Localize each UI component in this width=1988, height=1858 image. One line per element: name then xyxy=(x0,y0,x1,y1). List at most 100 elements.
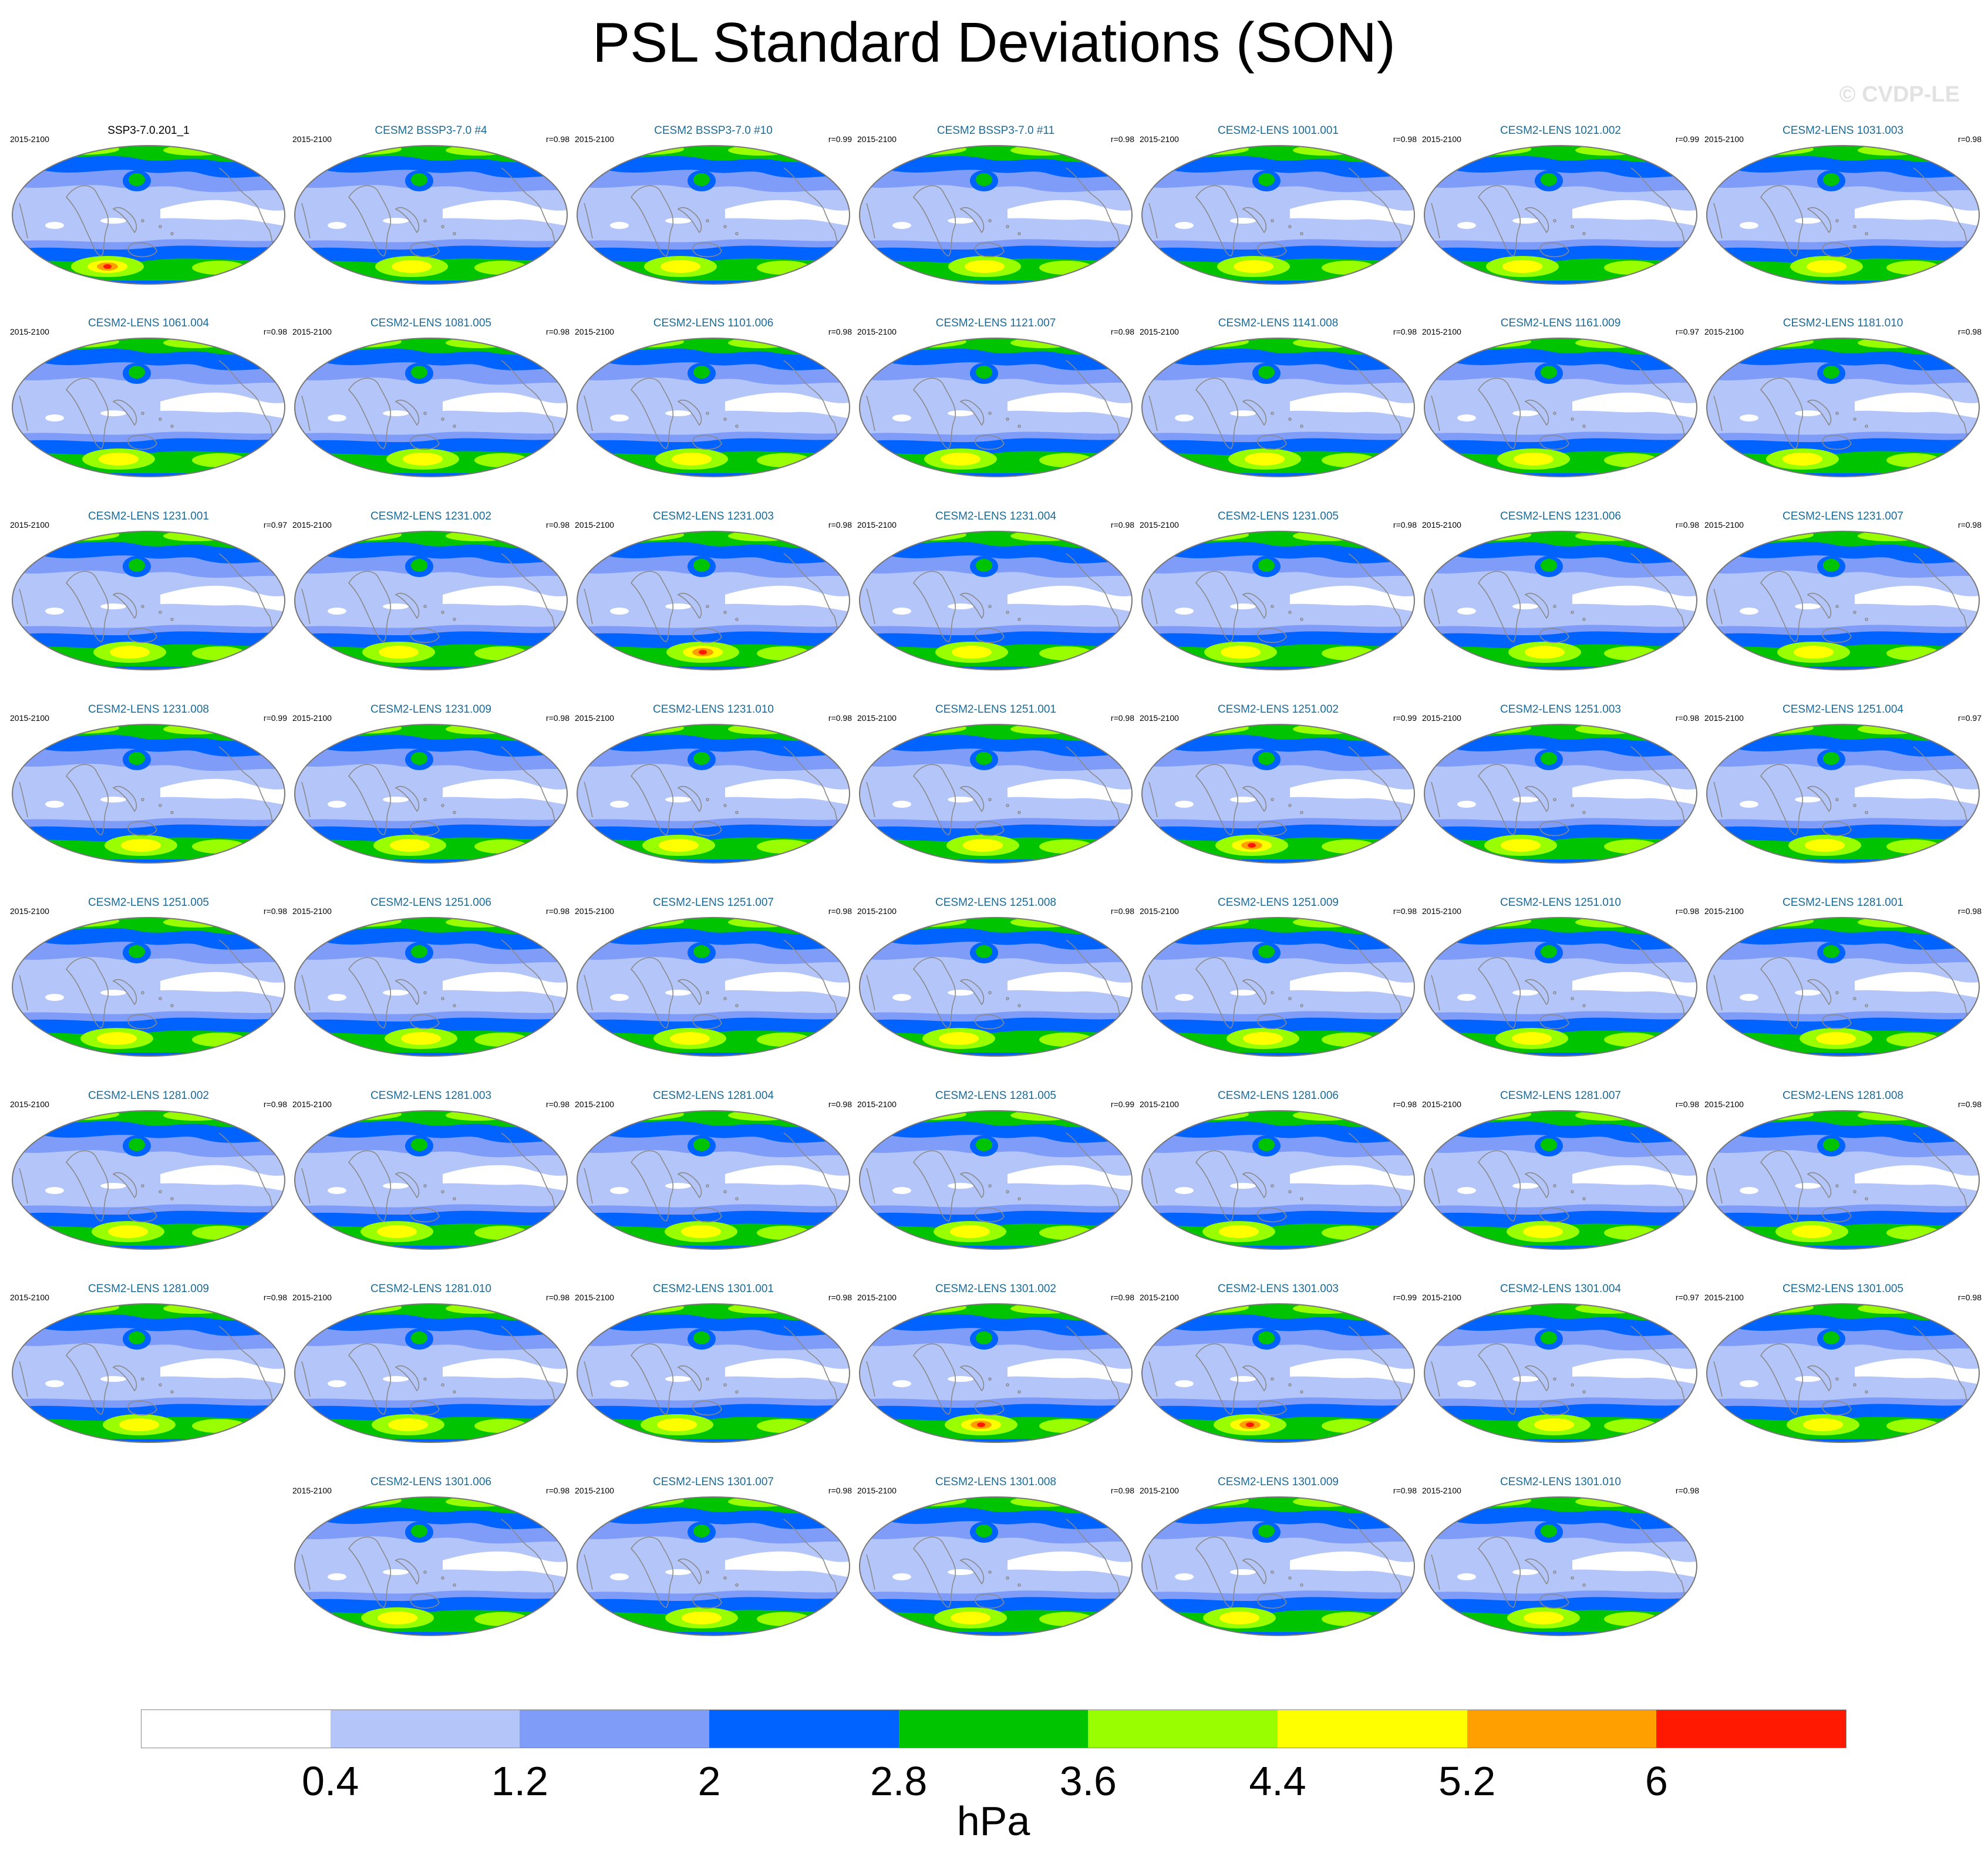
panel-title: CESM2-LENS 1251.005 xyxy=(88,896,209,909)
panel-title: CESM2-LENS 1121.007 xyxy=(936,317,1056,329)
colorbar-swatch xyxy=(1278,1709,1468,1748)
panel-period: 2015-2100 xyxy=(1140,1293,1179,1302)
panel-period: 2015-2100 xyxy=(292,713,332,723)
panel-pattern-correlation: r=0.98 xyxy=(828,520,852,530)
panel-pattern-correlation: r=0.98 xyxy=(1111,520,1134,530)
panel-title: CESM2-LENS 1301.002 xyxy=(935,1283,1056,1295)
panel-title: CESM2-LENS 1281.007 xyxy=(1500,1090,1621,1102)
panel-title: CESM2-LENS 1281.008 xyxy=(1783,1090,1903,1102)
colorbar-tick-label: 4.4 xyxy=(1249,1758,1306,1804)
panel-period: 2015-2100 xyxy=(10,1293,49,1302)
panel-period: 2015-2100 xyxy=(857,1100,897,1109)
globe-map xyxy=(295,724,567,863)
panel-title: CESM2-LENS 1301.007 xyxy=(653,1476,774,1488)
globe-map xyxy=(1424,724,1697,863)
panel-period: 2015-2100 xyxy=(10,327,49,336)
panel-title: CESM2-LENS 1231.009 xyxy=(370,703,491,716)
colorbar-tick-label: 2 xyxy=(698,1758,721,1804)
globe-map xyxy=(1142,918,1414,1056)
map-panel: 2015-2100 CESM2-LENS 1251.006 r=0.98 xyxy=(292,896,570,1057)
panel-title: CESM2-LENS 1231.003 xyxy=(653,510,774,522)
panel-pattern-correlation: r=0.98 xyxy=(1958,1293,1982,1302)
panel-title: CESM2-LENS 1141.008 xyxy=(1218,317,1339,329)
colorbar-swatch xyxy=(1467,1709,1657,1748)
panel-title: CESM2-LENS 1231.001 xyxy=(88,510,209,522)
panel-pattern-correlation: r=0.98 xyxy=(828,1100,852,1109)
panel-period: 2015-2100 xyxy=(10,1100,49,1109)
map-panel: 2015-2100 CESM2 BSSP3-7.0 #11 r=0.98 xyxy=(857,124,1134,285)
panel-title: CESM2-LENS 1301.003 xyxy=(1218,1283,1339,1295)
panel-title: CESM2-LENS 1251.008 xyxy=(935,896,1056,909)
panel-pattern-correlation: r=0.98 xyxy=(546,713,570,723)
panel-title: CESM2-LENS 1281.001 xyxy=(1783,896,1903,909)
panel-period: 2015-2100 xyxy=(575,1293,614,1302)
colorbar-swatch xyxy=(520,1709,710,1748)
globe-map xyxy=(860,918,1132,1056)
panel-pattern-correlation: r=0.98 xyxy=(1111,327,1134,336)
panel-pattern-correlation: r=0.98 xyxy=(1676,713,1699,723)
panel-period: 2015-2100 xyxy=(1422,1293,1461,1302)
panel-title: CESM2-LENS 1281.003 xyxy=(370,1090,491,1102)
map-panel: 2015-2100 CESM2-LENS 1281.003 r=0.98 xyxy=(292,1090,570,1250)
globe-map xyxy=(860,1111,1132,1249)
panel-title: CESM2-LENS 1301.008 xyxy=(935,1476,1056,1488)
panel-pattern-correlation: r=0.99 xyxy=(828,134,852,144)
map-panel: 2015-2100 CESM2-LENS 1001.001 r=0.98 xyxy=(1140,124,1417,285)
panel-period: 2015-2100 xyxy=(1704,327,1744,336)
map-panel: 2015-2100 CESM2-LENS 1231.001 r=0.97 xyxy=(10,510,287,670)
panel-title: CESM2-LENS 1231.006 xyxy=(1500,510,1621,522)
map-panel: 2015-2100 CESM2-LENS 1231.003 r=0.98 xyxy=(575,510,852,670)
map-panel: 2015-2100 CESM2-LENS 1231.005 r=0.98 xyxy=(1140,510,1417,670)
panel-title: CESM2-LENS 1251.010 xyxy=(1500,896,1621,909)
panel-pattern-correlation: r=0.98 xyxy=(1958,906,1982,916)
panel-pattern-correlation: r=0.98 xyxy=(1111,1293,1134,1302)
panel-pattern-correlation: r=0.98 xyxy=(546,1293,570,1302)
panel-title: CESM2-LENS 1301.006 xyxy=(370,1476,491,1488)
panel-period: 2015-2100 xyxy=(1704,134,1744,144)
globe-map xyxy=(12,338,285,477)
globe-map xyxy=(1424,918,1697,1056)
globe-map xyxy=(12,918,285,1056)
panel-pattern-correlation: r=0.97 xyxy=(264,520,287,530)
globe-map xyxy=(1424,338,1697,477)
globe-map xyxy=(1142,724,1414,863)
map-panel: 2015-2100 CESM2-LENS 1021.002 r=0.99 xyxy=(1422,124,1699,285)
panel-pattern-correlation: r=0.98 xyxy=(546,327,570,336)
globe-map xyxy=(577,531,850,670)
panel-period: 2015-2100 xyxy=(575,134,614,144)
panel-title: CESM2-LENS 1251.007 xyxy=(653,896,774,909)
map-panel: 2015-2100 CESM2-LENS 1301.009 r=0.98 xyxy=(1140,1476,1417,1636)
panel-title: CESM2-LENS 1251.006 xyxy=(370,896,491,909)
map-panel: 2015-2100 CESM2-LENS 1251.007 r=0.98 xyxy=(575,896,852,1057)
panel-title: CESM2-LENS 1061.004 xyxy=(88,317,209,329)
panel-period: 2015-2100 xyxy=(1140,520,1179,530)
map-panel: 2015-2100 CESM2-LENS 1281.009 r=0.98 xyxy=(10,1283,287,1443)
globe-map xyxy=(12,531,285,670)
panel-period: 2015-2100 xyxy=(1422,1100,1461,1109)
panel-period: 2015-2100 xyxy=(857,1293,897,1302)
panel-pattern-correlation: r=0.98 xyxy=(1676,520,1699,530)
panel-pattern-correlation: r=0.98 xyxy=(1676,1486,1699,1495)
map-panel: 2015-2100 CESM2-LENS 1301.003 r=0.99 xyxy=(1140,1283,1417,1443)
map-panel: 2015-2100 CESM2-LENS 1081.005 r=0.98 xyxy=(292,317,570,477)
map-panel: 2015-2100 CESM2-LENS 1141.008 r=0.98 xyxy=(1140,317,1417,477)
panel-pattern-correlation: r=0.98 xyxy=(1111,1486,1134,1495)
globe-map xyxy=(1142,338,1414,477)
map-panel: 2015-2100 CESM2-LENS 1281.004 r=0.98 xyxy=(575,1090,852,1250)
panel-title: CESM2-LENS 1231.007 xyxy=(1783,510,1903,522)
panel-period: 2015-2100 xyxy=(1140,1100,1179,1109)
panel-pattern-correlation: r=0.98 xyxy=(1958,134,1982,144)
map-panel: 2015-2100 CESM2-LENS 1031.003 r=0.98 xyxy=(1704,124,1982,285)
panel-period: 2015-2100 xyxy=(292,1486,332,1495)
map-panel: 2015-2100 CESM2-LENS 1301.008 r=0.98 xyxy=(857,1476,1134,1636)
colorbar-tick-label: 1.2 xyxy=(491,1758,548,1804)
colorbar-swatch xyxy=(709,1709,899,1748)
panel-title: CESM2-LENS 1281.004 xyxy=(653,1090,774,1102)
panel-pattern-correlation: r=0.99 xyxy=(264,713,287,723)
panel-period: 2015-2100 xyxy=(1704,906,1744,916)
globe-map xyxy=(1707,531,1979,670)
panel-pattern-correlation: r=0.98 xyxy=(828,906,852,916)
panel-pattern-correlation: r=0.97 xyxy=(1676,1293,1699,1302)
globe-map xyxy=(577,146,850,284)
map-panel: 2015-2100 CESM2-LENS 1301.010 r=0.98 xyxy=(1422,1476,1699,1636)
